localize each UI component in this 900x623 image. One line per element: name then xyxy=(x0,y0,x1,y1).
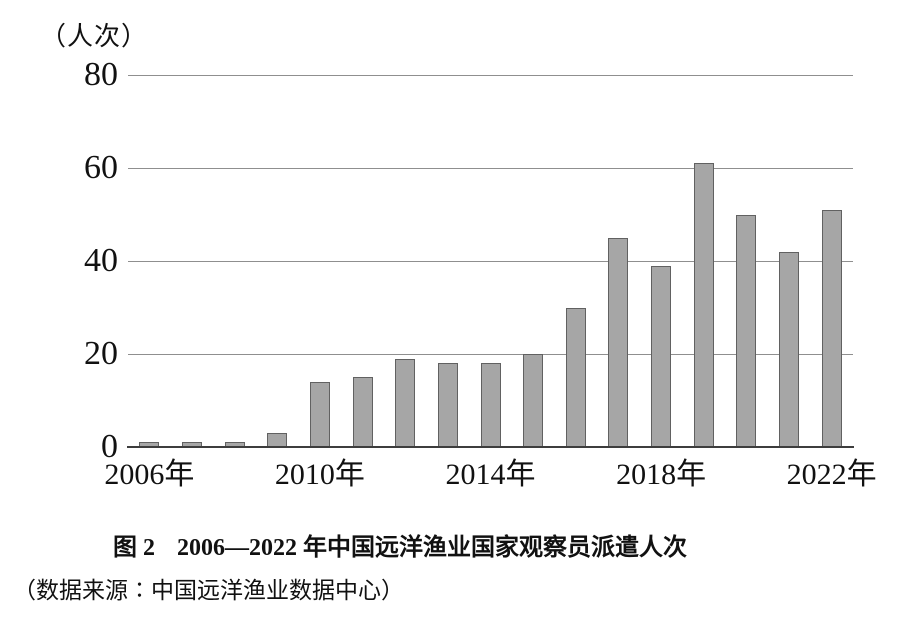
x-tick-label-2022年: 2022年 xyxy=(786,458,877,491)
bar-2017年 xyxy=(608,237,629,447)
bar-2011年 xyxy=(352,377,373,447)
figure-source: （数据来源∶中国远洋渔业数据中心） xyxy=(13,578,404,603)
bar-2010年 xyxy=(309,381,330,447)
x-tick-label-2006年: 2006年 xyxy=(104,458,195,491)
gridline-20 xyxy=(128,354,853,355)
plot-area xyxy=(127,75,854,448)
y-tick-label-80: 80 xyxy=(84,56,118,93)
bar-2009年 xyxy=(267,433,288,447)
figure-number: 图 2 xyxy=(113,535,155,561)
gridline-40 xyxy=(128,261,853,262)
y-tick-label-60: 60 xyxy=(84,149,118,186)
bar-2014年 xyxy=(480,363,501,447)
bar-2016年 xyxy=(565,307,586,447)
x-tick-label-2018年: 2018年 xyxy=(616,458,707,491)
x-axis-line xyxy=(127,446,854,448)
y-tick-label-0: 0 xyxy=(101,428,118,465)
bar-2022年 xyxy=(821,209,842,447)
bar-2013年 xyxy=(437,363,458,447)
bar-2012年 xyxy=(395,358,416,447)
figure-title-text: 2006—2022 年中国远洋渔业国家观察员派遣人次 xyxy=(177,535,687,561)
gridline-80 xyxy=(128,75,853,76)
bar-2019年 xyxy=(693,163,714,447)
figure-title: 图 2 2006—2022 年中国远洋渔业国家观察员派遣人次 xyxy=(113,527,687,562)
y-tick-label-20: 20 xyxy=(84,335,118,372)
bar-2021年 xyxy=(779,251,800,447)
y-axis-unit-label: （人次） xyxy=(40,22,149,51)
gridline-60 xyxy=(128,168,853,169)
bar-2018年 xyxy=(651,265,672,447)
x-tick-label-2014年: 2014年 xyxy=(445,458,536,491)
bar-2020年 xyxy=(736,214,757,447)
y-tick-label-40: 40 xyxy=(84,242,118,279)
bar-2015年 xyxy=(523,354,544,447)
x-tick-label-2010年: 2010年 xyxy=(274,458,365,491)
